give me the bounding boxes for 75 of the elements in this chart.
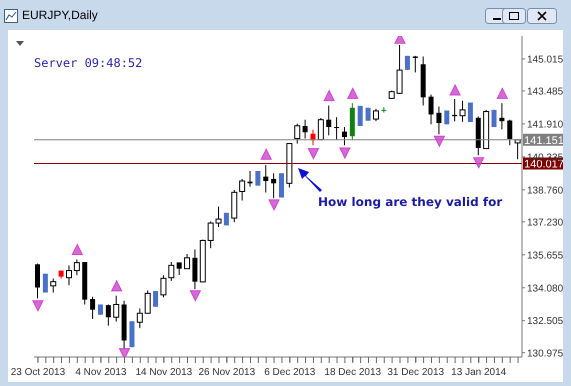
candlestick	[436, 106, 442, 135]
candlestick	[334, 116, 340, 140]
candlestick	[160, 274, 166, 298]
candlestick	[74, 258, 80, 276]
y-tick-label: 134.080	[527, 283, 564, 294]
point	[473, 157, 484, 168]
chart-title: EURJPY,Daily	[22, 8, 98, 22]
y-tick-label: 138.760	[527, 185, 564, 196]
candlestick	[444, 110, 450, 125]
candlestick	[507, 119, 512, 146]
candlestick	[460, 100, 466, 122]
candlestick	[113, 295, 120, 322]
candlestick	[90, 296, 96, 320]
y-tick-label: 141.910	[527, 119, 564, 130]
point	[268, 199, 280, 210]
point	[450, 84, 461, 96]
candlestick	[42, 273, 48, 294]
candlestick	[153, 290, 158, 308]
point	[308, 148, 319, 160]
candlestick	[263, 164, 268, 194]
y-tick-label: 130.975	[527, 348, 564, 360]
candlestick	[326, 104, 332, 136]
y-tick-label: 135.655	[527, 250, 564, 262]
candlestick	[372, 108, 379, 122]
candlestick	[168, 261, 174, 282]
x-tick-label: 13 Jan 2014	[451, 367, 507, 378]
candlestick	[412, 55, 418, 73]
candlestick	[428, 94, 434, 125]
point	[324, 90, 335, 102]
candlestick	[499, 102, 504, 130]
candlestick	[106, 304, 111, 326]
annotation: How long are they valid for	[318, 195, 502, 209]
candlestick	[35, 263, 40, 299]
x-tick-label: 26 Nov 2013	[198, 367, 256, 378]
y-tick-label: 137.230	[527, 217, 564, 228]
y-tick-label: 132.505	[527, 316, 564, 328]
candlestick	[358, 105, 363, 126]
y-tick-label: 143.485	[527, 86, 564, 98]
point	[347, 88, 358, 99]
point	[434, 136, 445, 147]
candlestick	[224, 212, 229, 226]
x-tick-label: 23 Oct 2013	[10, 367, 66, 378]
point	[72, 244, 83, 255]
candlestick	[216, 206, 222, 228]
candlestick	[192, 248, 198, 290]
point	[119, 348, 130, 357]
candlestick	[310, 129, 316, 146]
candlestick	[50, 278, 56, 294]
y-tick-label: 145.015	[527, 54, 564, 66]
x-tick-label: 4 Nov 2013	[75, 367, 127, 378]
point	[260, 148, 272, 160]
point	[111, 280, 122, 292]
ref-line-label: 141.151	[524, 134, 564, 147]
candlestick	[184, 254, 190, 270]
x-tick-label: 18 Dec 2013	[324, 367, 382, 378]
annotation: Server 09:48:52	[34, 56, 142, 70]
point	[496, 88, 508, 99]
candlestick	[271, 172, 276, 199]
candlestick	[302, 119, 308, 140]
candlestick	[239, 178, 246, 201]
candlestick	[468, 102, 473, 123]
x-tick-label: 6 Dec 2013	[264, 367, 316, 378]
candlestick	[66, 264, 72, 286]
candlestick	[318, 118, 324, 141]
point	[190, 290, 201, 302]
candlestick	[342, 126, 347, 146]
point	[32, 300, 44, 312]
candlestick	[404, 55, 410, 70]
candlestick	[294, 123, 300, 144]
candlestick	[176, 262, 182, 276]
point	[339, 147, 350, 158]
x-tick-label: 31 Dec 2013	[387, 367, 445, 378]
x-tick-label: 14 Nov 2013	[136, 367, 193, 378]
candlestick	[248, 170, 253, 188]
candlestick	[396, 44, 403, 94]
